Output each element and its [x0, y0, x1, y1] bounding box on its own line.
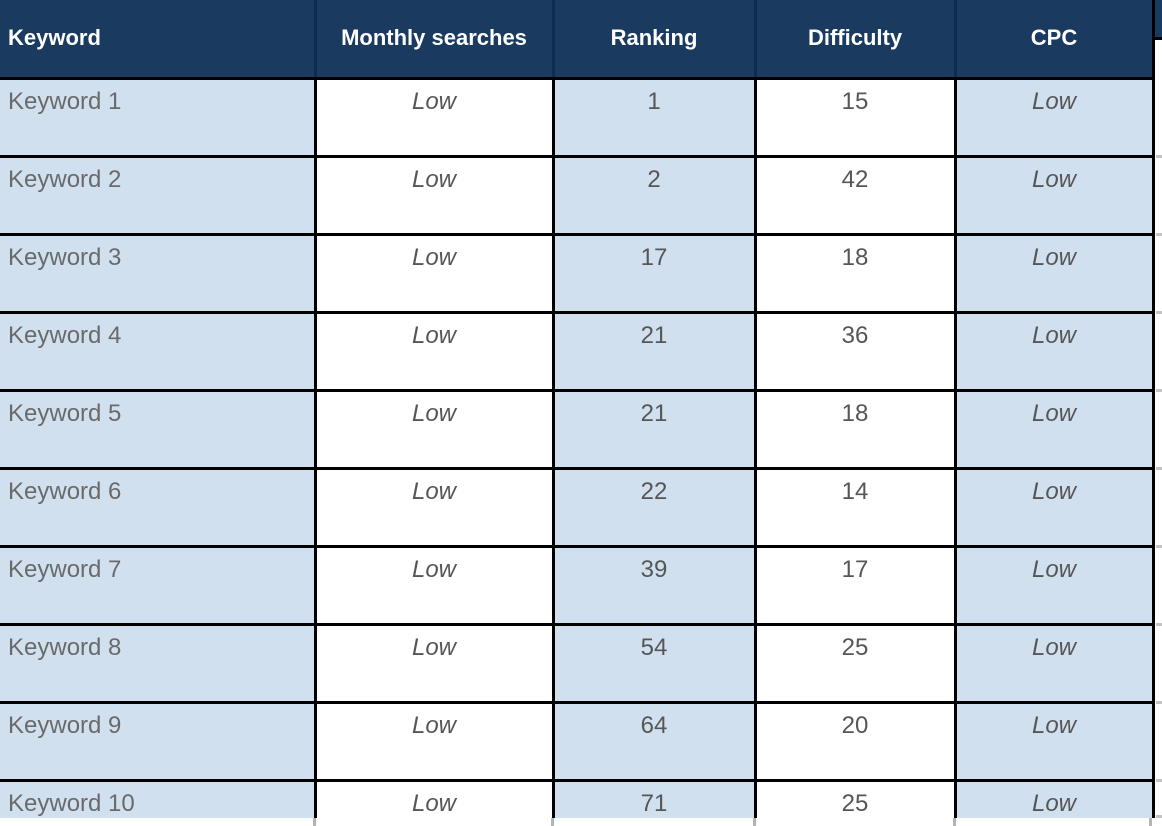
- cell-difficulty[interactable]: 15: [753, 76, 957, 158]
- column-border-tick: [313, 818, 316, 826]
- row-border-tick: [1156, 311, 1162, 314]
- cell-difficulty[interactable]: 18: [753, 388, 957, 470]
- cell-keyword[interactable]: Keyword 7: [0, 544, 317, 626]
- cell-monthly[interactable]: Low: [313, 310, 555, 392]
- row-border-tick: [1156, 815, 1162, 818]
- row-border-tick: [1156, 233, 1162, 236]
- cell-ranking[interactable]: 17: [551, 232, 757, 314]
- cell-difficulty[interactable]: 42: [753, 154, 957, 236]
- cell-ranking[interactable]: 21: [551, 388, 757, 470]
- cell-keyword[interactable]: Keyword 5: [0, 388, 317, 470]
- cell-cpc[interactable]: Low: [953, 544, 1155, 626]
- cell-monthly[interactable]: Low: [313, 388, 555, 470]
- cell-keyword[interactable]: Keyword 3: [0, 232, 317, 314]
- table-body: Keyword 1 Low 1 15 Low Keyword 2 Low 2 42 Low Keyw…: [0, 76, 1155, 826]
- cell-cpc[interactable]: Low: [953, 700, 1155, 782]
- cell-monthly[interactable]: Low: [313, 76, 555, 158]
- cell-monthly[interactable]: Low: [313, 154, 555, 236]
- row-border-tick: [1156, 467, 1162, 470]
- cut-off-next-row-sliver: [0, 818, 1162, 826]
- column-header-difficulty[interactable]: Difficulty: [753, 0, 957, 80]
- table-row: Keyword 2 Low 2 42 Low: [0, 154, 1155, 236]
- table-row: Keyword 6 Low 22 14 Low: [0, 466, 1155, 548]
- row-border-tick: [1156, 545, 1162, 548]
- column-header-cpc[interactable]: CPC: [953, 0, 1155, 80]
- cell-monthly[interactable]: Low: [313, 622, 555, 704]
- row-border-tick: [1156, 155, 1162, 158]
- column-header-ranking[interactable]: Ranking: [551, 0, 757, 80]
- cell-monthly[interactable]: Low: [313, 466, 555, 548]
- cell-cpc[interactable]: Low: [953, 310, 1155, 392]
- row-border-tick: [1156, 623, 1162, 626]
- cell-ranking[interactable]: 64: [551, 700, 757, 782]
- table-row: Keyword 1 Low 1 15 Low: [0, 76, 1155, 158]
- cell-monthly[interactable]: Low: [313, 700, 555, 782]
- cell-ranking[interactable]: 21: [551, 310, 757, 392]
- cell-difficulty[interactable]: 20: [753, 700, 957, 782]
- cell-cpc[interactable]: Low: [953, 388, 1155, 470]
- row-border-tick: [1156, 389, 1162, 392]
- cell-keyword[interactable]: Keyword 9: [0, 700, 317, 782]
- cell-keyword[interactable]: Keyword 2: [0, 154, 317, 236]
- cell-keyword[interactable]: Keyword 8: [0, 622, 317, 704]
- table-row: Keyword 5 Low 21 18 Low: [0, 388, 1155, 470]
- next-column-gutter: [1156, 40, 1162, 826]
- cell-keyword[interactable]: Keyword 6: [0, 466, 317, 548]
- table-row: Keyword 4 Low 21 36 Low: [0, 310, 1155, 392]
- cell-difficulty[interactable]: 18: [753, 232, 957, 314]
- cell-difficulty[interactable]: 25: [753, 622, 957, 704]
- column-border-tick: [753, 818, 756, 826]
- cell-cpc[interactable]: Low: [953, 154, 1155, 236]
- cell-ranking[interactable]: 54: [551, 622, 757, 704]
- cell-ranking[interactable]: 1: [551, 76, 757, 158]
- cell-difficulty[interactable]: 36: [753, 310, 957, 392]
- column-border-tick: [551, 818, 554, 826]
- column-border-tick: [953, 818, 956, 826]
- cell-ranking[interactable]: 39: [551, 544, 757, 626]
- column-header-keyword[interactable]: Keyword: [0, 0, 317, 80]
- cell-ranking[interactable]: 22: [551, 466, 757, 548]
- cell-cpc[interactable]: Low: [953, 232, 1155, 314]
- cell-keyword[interactable]: Keyword 4: [0, 310, 317, 392]
- cell-difficulty[interactable]: 17: [753, 544, 957, 626]
- cell-cpc[interactable]: Low: [953, 76, 1155, 158]
- cell-cpc[interactable]: Low: [953, 622, 1155, 704]
- table-row: Keyword 7 Low 39 17 Low: [0, 544, 1155, 626]
- cell-keyword[interactable]: Keyword 1: [0, 76, 317, 158]
- cell-cpc[interactable]: Low: [953, 466, 1155, 548]
- table-row: Keyword 3 Low 17 18 Low: [0, 232, 1155, 314]
- cell-monthly[interactable]: Low: [313, 232, 555, 314]
- cell-monthly[interactable]: Low: [313, 544, 555, 626]
- table-row: Keyword 9 Low 64 20 Low: [0, 700, 1155, 782]
- cell-difficulty[interactable]: 14: [753, 466, 957, 548]
- cell-ranking[interactable]: 2: [551, 154, 757, 236]
- row-border-tick: [1156, 701, 1162, 704]
- table-header-row: Keyword Monthly searches Ranking Difficu…: [0, 0, 1155, 80]
- column-header-monthly-searches[interactable]: Monthly searches: [313, 0, 555, 80]
- row-border-tick: [1156, 779, 1162, 782]
- column-border-tick: [1149, 818, 1152, 826]
- table-row: Keyword 8 Low 54 25 Low: [0, 622, 1155, 704]
